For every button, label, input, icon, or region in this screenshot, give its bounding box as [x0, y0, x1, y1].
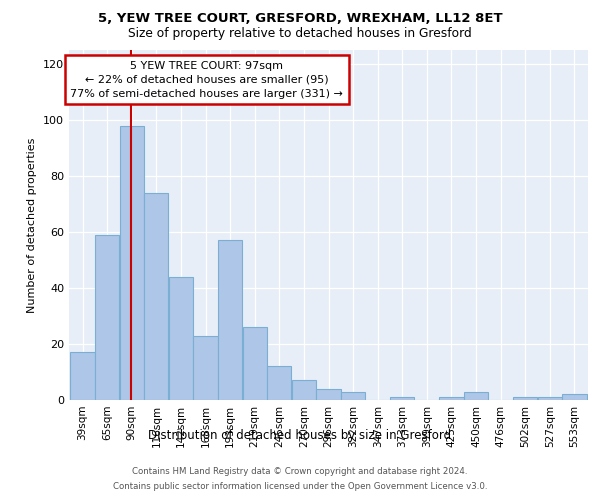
- Bar: [218, 240, 242, 400]
- Text: Size of property relative to detached houses in Gresford: Size of property relative to detached ho…: [128, 28, 472, 40]
- Text: Distribution of detached houses by size in Gresford: Distribution of detached houses by size …: [148, 430, 452, 442]
- Y-axis label: Number of detached properties: Number of detached properties: [28, 138, 37, 312]
- Bar: [95, 235, 119, 400]
- Bar: [341, 392, 365, 400]
- Bar: [119, 126, 144, 400]
- Bar: [267, 366, 292, 400]
- Bar: [464, 392, 488, 400]
- Bar: [292, 380, 316, 400]
- Bar: [316, 389, 341, 400]
- Text: 5 YEW TREE COURT: 97sqm
← 22% of detached houses are smaller (95)
77% of semi-de: 5 YEW TREE COURT: 97sqm ← 22% of detache…: [70, 60, 343, 98]
- Bar: [513, 397, 538, 400]
- Bar: [70, 352, 95, 400]
- Bar: [390, 397, 415, 400]
- Text: Contains public sector information licensed under the Open Government Licence v3: Contains public sector information licen…: [113, 482, 487, 491]
- Bar: [169, 277, 193, 400]
- Text: Contains HM Land Registry data © Crown copyright and database right 2024.: Contains HM Land Registry data © Crown c…: [132, 467, 468, 476]
- Bar: [538, 397, 562, 400]
- Bar: [562, 394, 587, 400]
- Bar: [193, 336, 218, 400]
- Bar: [144, 193, 169, 400]
- Bar: [439, 397, 464, 400]
- Bar: [242, 327, 267, 400]
- Text: 5, YEW TREE COURT, GRESFORD, WREXHAM, LL12 8ET: 5, YEW TREE COURT, GRESFORD, WREXHAM, LL…: [98, 12, 502, 26]
